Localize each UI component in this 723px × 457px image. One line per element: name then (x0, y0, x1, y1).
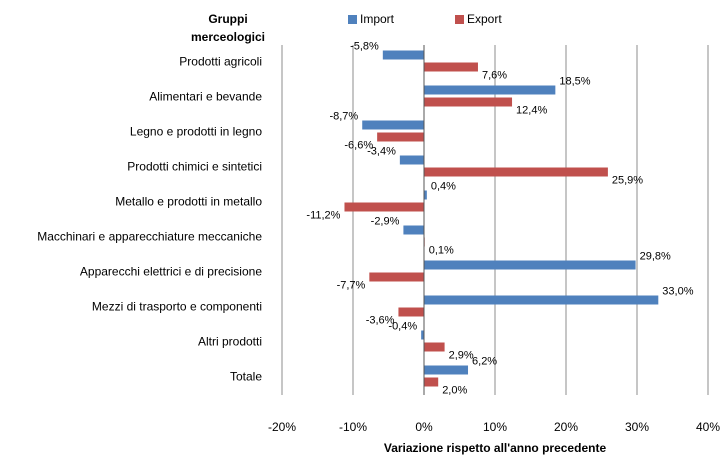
legend-label: Export (467, 12, 502, 26)
data-label: 0,1% (429, 244, 454, 256)
bar (382, 50, 424, 60)
bar (399, 155, 424, 165)
data-label: -3,4% (367, 145, 396, 157)
bar (424, 365, 469, 375)
data-label: -2,9% (371, 215, 400, 227)
x-tick-label: 40% (696, 420, 720, 434)
y-tick-label: Prodotti agricoli (179, 55, 262, 69)
y-tick-label: Alimentari e bevande (149, 90, 262, 104)
data-label: 12,4% (516, 104, 547, 116)
data-label: -11,2% (306, 209, 340, 221)
data-label: 18,5% (559, 75, 590, 87)
bar (421, 330, 424, 340)
x-axis-title: Variazione rispetto all'anno precedente (384, 441, 607, 455)
legend-label: Import (360, 12, 395, 26)
data-label: 33,0% (662, 285, 693, 297)
x-tick-label: -10% (339, 420, 367, 434)
data-label: 6,2% (472, 355, 497, 367)
bar (362, 120, 424, 130)
bar (424, 377, 439, 387)
bar (424, 62, 478, 72)
data-label: -5,8% (350, 40, 379, 52)
data-label: 25,9% (612, 174, 643, 186)
data-label: -7,7% (337, 279, 366, 291)
data-label: 2,0% (442, 384, 467, 396)
bar (344, 202, 424, 212)
bar (424, 97, 513, 107)
bar (424, 260, 636, 270)
x-tick-label: 0% (415, 420, 433, 434)
data-label: 7,6% (482, 69, 507, 81)
legend-swatch (455, 15, 464, 24)
data-label: 29,8% (640, 250, 671, 262)
bar (424, 342, 445, 352)
y-tick-label: Apparecchi elettrici e di precisione (80, 265, 262, 279)
y-tick-label: Legno e prodotti in legno (130, 125, 262, 139)
legend-swatch (348, 15, 357, 24)
y-tick-label: Totale (230, 370, 262, 384)
data-label: -8,7% (329, 110, 358, 122)
x-tick-label: 30% (625, 420, 649, 434)
x-tick-label: -20% (268, 420, 296, 434)
bar (377, 132, 424, 142)
data-label: -0,4% (388, 320, 417, 332)
y-tick-label: Altri prodotti (198, 335, 262, 349)
bar (424, 295, 659, 305)
x-tick-label: 20% (554, 420, 578, 434)
data-label: -6,6% (344, 139, 373, 151)
bar (369, 272, 424, 282)
category-header: Gruppi merceologici (191, 12, 265, 44)
bar (403, 225, 424, 235)
y-tick-label: Prodotti chimici e sintetici (127, 160, 262, 174)
data-label: 0,4% (431, 180, 456, 192)
y-tick-label: Mezzi di trasporto e componenti (92, 300, 262, 314)
bar (424, 167, 608, 177)
bar (398, 307, 424, 317)
x-tick-label: 10% (483, 420, 507, 434)
data-label: 2,9% (449, 349, 474, 361)
y-tick-label: Metallo e prodotti in metallo (115, 195, 262, 209)
bar (424, 190, 427, 200)
data-label: -3,6% (366, 314, 395, 326)
y-tick-label: Macchinari e apparecchiature meccaniche (37, 230, 262, 244)
bar (424, 85, 556, 95)
